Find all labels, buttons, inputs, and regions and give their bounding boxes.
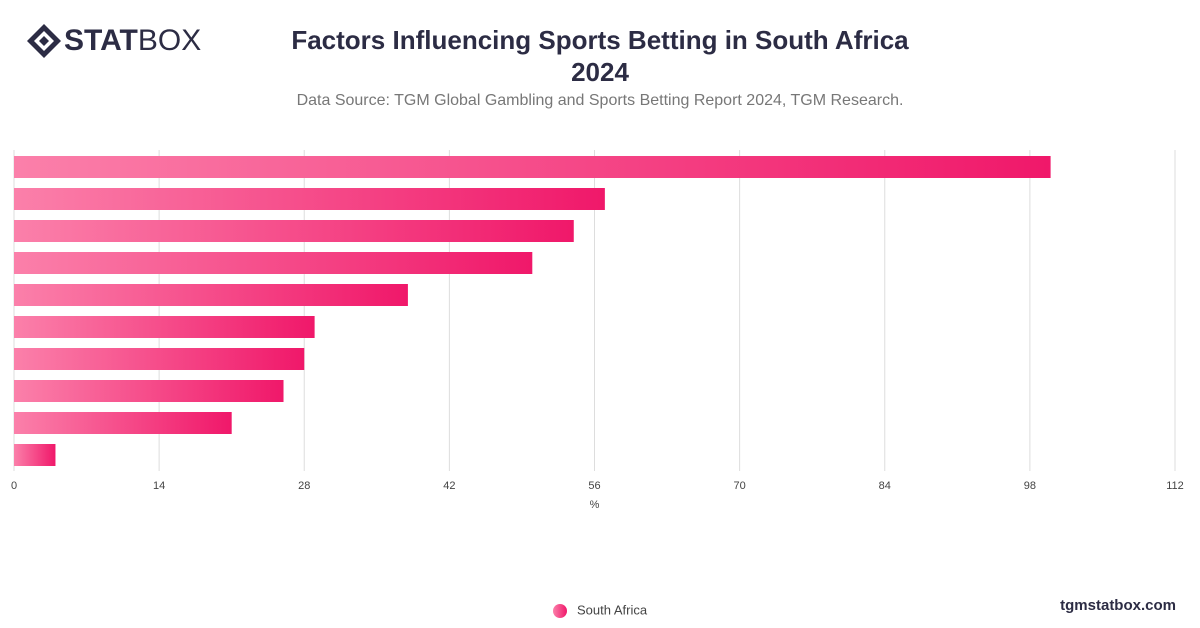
bar bbox=[14, 156, 1051, 178]
bar bbox=[14, 284, 408, 306]
x-tick-label: 42 bbox=[443, 480, 455, 492]
x-tick-label: 98 bbox=[1024, 480, 1036, 492]
footer: tgmstatbox.com bbox=[1060, 597, 1176, 614]
bar bbox=[14, 220, 574, 242]
logo: STATBOX bbox=[27, 24, 201, 58]
x-tick-label: 84 bbox=[879, 480, 891, 492]
x-axis-label: % bbox=[590, 499, 600, 511]
x-tick-label: 0 bbox=[11, 480, 17, 492]
x-tick-label: 14 bbox=[153, 480, 165, 492]
x-tick-label: 112 bbox=[1166, 480, 1184, 492]
logo-text: STATBOX bbox=[64, 24, 201, 57]
x-tick-label: 70 bbox=[734, 480, 746, 492]
x-tick-label: 56 bbox=[588, 480, 600, 492]
chart-title: Factors Influencing Sports Betting in So… bbox=[291, 25, 909, 87]
bar bbox=[14, 380, 284, 402]
bar bbox=[14, 316, 315, 338]
bar bbox=[14, 348, 305, 370]
bar bbox=[14, 252, 533, 274]
bar bbox=[14, 444, 56, 466]
chart-subtitle: Data Source: TGM Global Gambling and Spo… bbox=[296, 92, 904, 109]
legend-marker bbox=[553, 604, 567, 618]
bar bbox=[14, 188, 605, 210]
x-tick-label: 28 bbox=[298, 480, 310, 492]
bar bbox=[14, 412, 232, 434]
legend-label: South Africa bbox=[577, 602, 648, 617]
